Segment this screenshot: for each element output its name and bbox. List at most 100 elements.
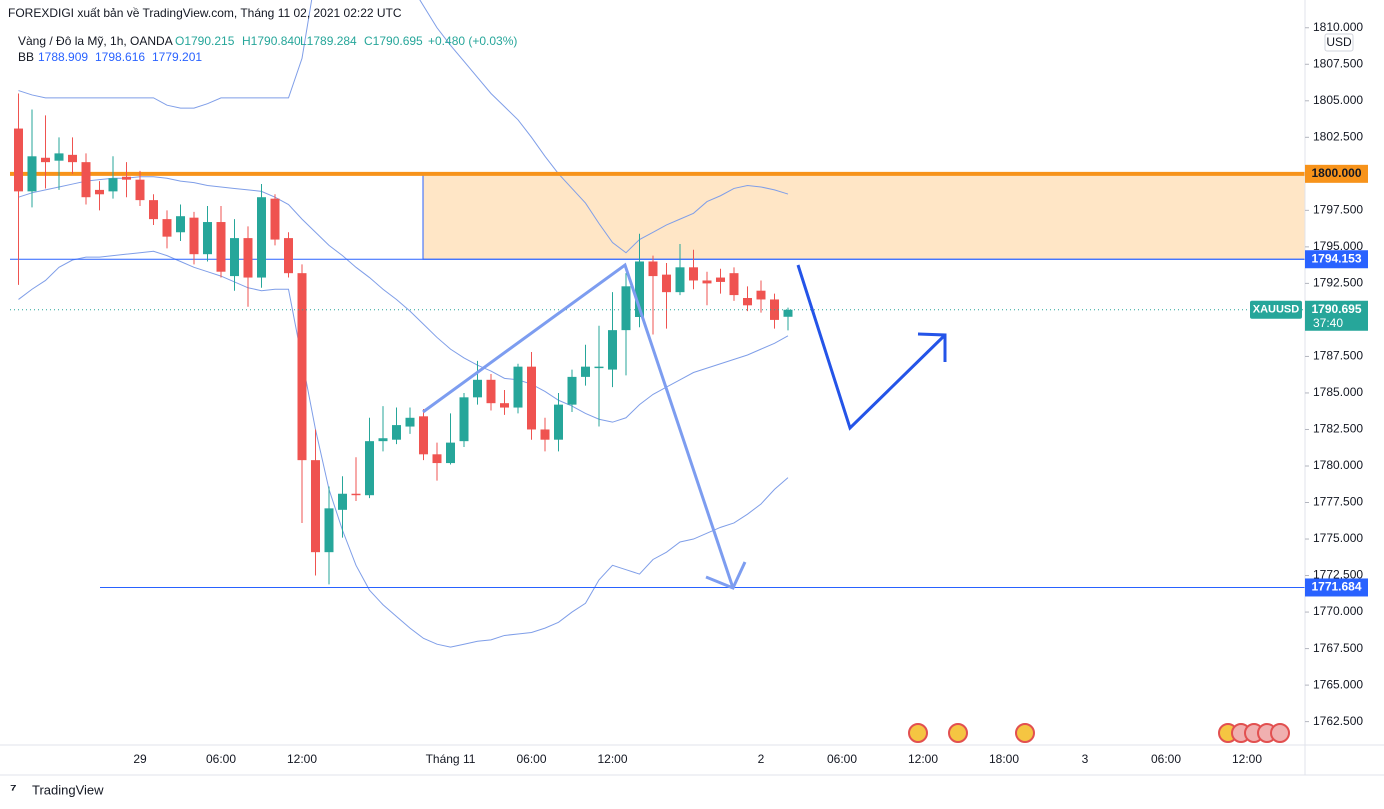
candle-body <box>297 273 307 461</box>
candle-body <box>27 156 37 192</box>
candle-body <box>351 493 361 496</box>
candle-body <box>432 454 442 464</box>
candle-body <box>378 438 388 442</box>
candle-body <box>513 366 523 408</box>
event-icon[interactable] <box>1015 723 1035 743</box>
candle-body <box>486 379 496 404</box>
ohlc-open: O1790.215 <box>175 34 235 48</box>
candle-body <box>783 309 793 317</box>
candle-body <box>324 508 334 553</box>
price-tag <box>1305 250 1368 269</box>
event-icons <box>908 723 1290 743</box>
candle-body <box>216 222 226 272</box>
y-tick-label: 1792.500 <box>1313 276 1363 290</box>
x-tick-label: 12:00 <box>287 752 317 766</box>
candle-body <box>243 238 253 278</box>
candle-body <box>68 154 77 163</box>
candle-body <box>95 189 104 195</box>
candle-body <box>122 176 131 180</box>
candle-body <box>729 273 739 296</box>
currency: USD <box>1326 35 1352 49</box>
candle-body <box>203 222 212 255</box>
y-tick-label: 1797.500 <box>1313 203 1363 217</box>
candle-body <box>14 128 23 192</box>
candle-body <box>392 425 401 440</box>
zone <box>422 173 1306 260</box>
candle-body <box>756 290 766 300</box>
candle-body <box>405 417 415 427</box>
arrow-head <box>705 561 747 590</box>
candle-body <box>446 442 455 464</box>
y-tick-label: 1775.000 <box>1313 531 1363 545</box>
logo-mark: ⁷ <box>10 782 17 799</box>
candle-body <box>41 157 50 163</box>
drawn-arrow <box>422 262 735 589</box>
symbol-tag-label: XAUUSD <box>1253 304 1300 316</box>
candle-body <box>54 153 64 161</box>
bollinger-band <box>18 250 789 648</box>
candle-body <box>540 429 550 440</box>
x-tick-label: 12:00 <box>908 752 938 766</box>
indicator-value: 1788.909 <box>38 50 88 64</box>
price-tag <box>1305 578 1368 597</box>
currency-box[interactable] <box>1324 33 1354 52</box>
drawn-arrow <box>796 264 947 431</box>
candle-body <box>365 441 374 496</box>
candle-body <box>176 216 185 233</box>
x-tick-label: 12:00 <box>597 752 627 766</box>
candle-body <box>675 267 685 293</box>
candle-body <box>621 286 631 331</box>
indicator-value: 1779.201 <box>152 50 202 64</box>
event-icon[interactable] <box>1270 723 1290 743</box>
candle-body <box>581 366 590 377</box>
bollinger-band <box>18 176 789 423</box>
candle-body <box>473 379 482 398</box>
zone-layer <box>422 173 1306 260</box>
x-tick-label: 06:00 <box>206 752 236 766</box>
event-icon[interactable] <box>948 723 968 743</box>
candle-body <box>702 280 712 284</box>
x-tick-label: 18:00 <box>989 752 1019 766</box>
change: +0.480 (+0.03%) <box>428 34 517 48</box>
candle-body <box>230 238 239 277</box>
x-tick-label: 06:00 <box>516 752 546 766</box>
symbol-tag <box>1250 300 1302 319</box>
indicator-value: 1798.616 <box>95 50 145 64</box>
price-tag-label: 1794.153 <box>1311 251 1361 265</box>
y-tick-label: 1782.500 <box>1313 422 1363 436</box>
x-tick-label: 2 <box>758 752 765 766</box>
candle-body <box>419 416 428 455</box>
y-tick-label: 1805.000 <box>1313 93 1363 107</box>
y-tick-label: 1795.000 <box>1313 239 1363 253</box>
candle-body <box>662 274 671 293</box>
y-tick-label: 1772.500 <box>1313 568 1363 582</box>
candle-body <box>270 198 280 240</box>
candle-body <box>189 217 199 255</box>
y-tick-label: 1807.500 <box>1313 56 1363 70</box>
x-tick-label: 12:00 <box>1232 752 1262 766</box>
ohlc-high: H1790.840 <box>242 34 301 48</box>
y-tick-label: 1810.000 <box>1313 20 1363 34</box>
symbol: Vàng / Đô la Mỹ, 1h, OANDA <box>18 34 173 48</box>
candle-body <box>554 404 563 440</box>
candle-body <box>81 162 91 198</box>
candle-body <box>338 493 347 510</box>
y-tick-label: 1780.000 <box>1313 458 1363 472</box>
y-tick-label: 1785.000 <box>1313 385 1363 399</box>
x-tick-label: Tháng 11 <box>426 752 476 766</box>
price-tag-label: 1771.684 <box>1311 580 1361 594</box>
event-icon[interactable] <box>908 723 928 743</box>
x-tick-label: 3 <box>1082 752 1089 766</box>
candle-body <box>608 330 617 370</box>
indicator: BB <box>18 50 34 64</box>
y-tick-label: 1762.500 <box>1313 714 1363 728</box>
plot-area <box>10 0 1305 648</box>
ohlc-low: L1789.284 <box>300 34 357 48</box>
price-tag-label: 1800.000 <box>1311 166 1361 180</box>
price-tag <box>1305 164 1368 183</box>
candle-body <box>500 403 509 408</box>
last-price-tag <box>1305 300 1368 331</box>
candle-body <box>311 460 320 553</box>
